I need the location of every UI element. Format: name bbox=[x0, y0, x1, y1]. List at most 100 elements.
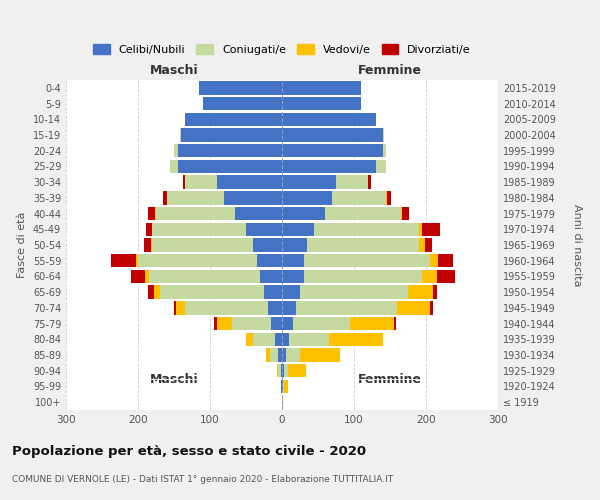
Bar bbox=[282, 254, 304, 268]
Bar bbox=[235, 207, 282, 220]
Bar bbox=[286, 348, 300, 362]
Bar bbox=[257, 254, 282, 268]
Bar bbox=[408, 286, 433, 299]
Bar bbox=[167, 191, 224, 204]
Bar bbox=[271, 317, 282, 330]
Bar bbox=[419, 222, 422, 236]
Bar bbox=[282, 364, 284, 378]
Bar bbox=[329, 332, 383, 346]
Bar bbox=[148, 207, 155, 220]
Bar bbox=[180, 128, 181, 141]
Bar bbox=[304, 270, 422, 283]
Bar bbox=[146, 222, 152, 236]
Bar bbox=[181, 128, 282, 141]
Bar bbox=[350, 317, 394, 330]
Legend: Celibi/Nubili, Coniugati/e, Vedovi/e, Divorziati/e: Celibi/Nubili, Coniugati/e, Vedovi/e, Di… bbox=[89, 40, 475, 59]
Bar bbox=[368, 176, 371, 189]
Bar bbox=[178, 144, 282, 158]
Bar bbox=[214, 317, 217, 330]
Bar bbox=[282, 238, 307, 252]
Bar bbox=[160, 286, 264, 299]
Bar bbox=[376, 160, 386, 173]
Bar bbox=[282, 144, 383, 158]
Bar bbox=[203, 97, 282, 110]
Bar bbox=[246, 222, 282, 236]
Bar bbox=[283, 380, 284, 393]
Bar bbox=[174, 144, 178, 158]
Bar bbox=[270, 348, 278, 362]
Text: Popolazione per età, sesso e stato civile - 2020: Popolazione per età, sesso e stato civil… bbox=[12, 445, 366, 458]
Bar bbox=[422, 222, 440, 236]
Bar bbox=[152, 222, 246, 236]
Bar bbox=[314, 222, 419, 236]
Bar bbox=[275, 332, 282, 346]
Bar bbox=[401, 207, 402, 220]
Bar bbox=[154, 286, 160, 299]
Bar bbox=[278, 348, 282, 362]
Bar bbox=[155, 207, 156, 220]
Bar bbox=[281, 364, 282, 378]
Bar bbox=[185, 301, 268, 314]
Bar bbox=[185, 112, 282, 126]
Bar bbox=[282, 380, 283, 393]
Bar bbox=[138, 254, 257, 268]
Bar bbox=[253, 332, 275, 346]
Bar bbox=[284, 364, 288, 378]
Bar bbox=[281, 380, 282, 393]
Bar bbox=[383, 144, 386, 158]
Bar bbox=[282, 332, 289, 346]
Y-axis label: Fasce di età: Fasce di età bbox=[17, 212, 27, 278]
Bar bbox=[300, 286, 408, 299]
Bar bbox=[282, 270, 304, 283]
Bar bbox=[268, 301, 282, 314]
Bar bbox=[199, 81, 282, 94]
Bar bbox=[386, 191, 387, 204]
Bar bbox=[149, 270, 260, 283]
Bar bbox=[282, 222, 314, 236]
Bar bbox=[437, 270, 455, 283]
Bar bbox=[232, 317, 271, 330]
Bar bbox=[174, 301, 176, 314]
Bar bbox=[284, 380, 288, 393]
Bar bbox=[176, 301, 185, 314]
Bar bbox=[282, 160, 376, 173]
Bar bbox=[402, 207, 409, 220]
Bar bbox=[425, 238, 432, 252]
Bar bbox=[170, 160, 178, 173]
Bar bbox=[296, 301, 397, 314]
Bar bbox=[260, 270, 282, 283]
Bar bbox=[422, 270, 437, 283]
Bar bbox=[282, 112, 376, 126]
Bar bbox=[151, 238, 152, 252]
Bar bbox=[282, 286, 300, 299]
Bar bbox=[264, 286, 282, 299]
Bar bbox=[282, 396, 283, 409]
Bar bbox=[397, 301, 430, 314]
Bar bbox=[282, 301, 296, 314]
Bar bbox=[419, 238, 425, 252]
Bar bbox=[282, 128, 383, 141]
Y-axis label: Anni di nascita: Anni di nascita bbox=[572, 204, 583, 286]
Bar bbox=[300, 348, 340, 362]
Bar bbox=[163, 191, 167, 204]
Bar bbox=[131, 270, 145, 283]
Bar bbox=[293, 317, 350, 330]
Bar bbox=[246, 332, 253, 346]
Bar bbox=[430, 254, 438, 268]
Bar bbox=[224, 191, 282, 204]
Bar bbox=[184, 176, 185, 189]
Bar bbox=[282, 317, 293, 330]
Bar bbox=[282, 207, 325, 220]
Bar bbox=[332, 191, 386, 204]
Text: Maschi: Maschi bbox=[149, 64, 199, 76]
Bar bbox=[266, 348, 270, 362]
Bar bbox=[430, 301, 433, 314]
Bar bbox=[152, 238, 253, 252]
Bar bbox=[282, 97, 361, 110]
Bar bbox=[282, 348, 286, 362]
Bar bbox=[282, 191, 332, 204]
Bar bbox=[136, 254, 138, 268]
Bar bbox=[387, 191, 391, 204]
Bar bbox=[307, 238, 419, 252]
Bar bbox=[217, 176, 282, 189]
